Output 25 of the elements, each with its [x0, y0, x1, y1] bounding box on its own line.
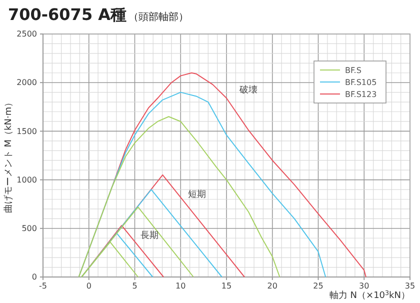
x-tick-label: 35 [404, 282, 416, 291]
x-tick-label: 0 [86, 282, 92, 291]
x-tick-label: -5 [39, 282, 47, 291]
x-tick-label: 20 [267, 282, 278, 291]
x-tick-label: 25 [313, 282, 324, 291]
y-axis-title: 曲げモーメント M（kN·m） [3, 98, 14, 214]
y-tick-label: 0 [32, 272, 37, 282]
y-tick-label: 500 [22, 224, 37, 233]
x-tick-label: 15 [221, 282, 232, 291]
x-tick-label: 30 [359, 282, 370, 291]
y-tick-label: 1000 [16, 175, 37, 184]
annotation: 長期 [140, 230, 158, 242]
chart-title: 700-6075 A種 [8, 5, 127, 24]
x-tick-label: 10 [176, 282, 186, 291]
annotation: 破壊 [238, 84, 258, 96]
annotation: 短期 [188, 188, 206, 200]
chart-subtitle: （頭部軸部） [128, 11, 189, 23]
legend-label: BF.S105 [345, 78, 377, 87]
x-axis-title: 軸力 N（×10$^{3}$kN） [329, 290, 410, 301]
legend-label: BF.S [345, 66, 362, 75]
y-tick-label: 2500 [16, 30, 37, 39]
y-tick-label: 1500 [16, 126, 37, 136]
x-tick-label: 5 [132, 282, 138, 291]
legend-label: BF.S123 [345, 90, 377, 99]
y-tick-label: 2000 [16, 78, 37, 88]
